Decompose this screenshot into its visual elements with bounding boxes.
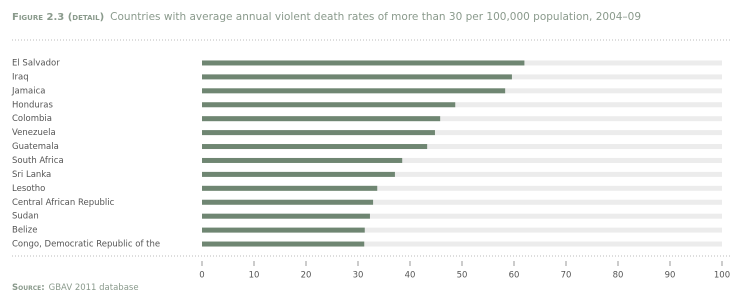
x-tick-label: 30	[353, 271, 364, 281]
y-tick-label: Sudan	[12, 212, 39, 222]
bar	[202, 144, 428, 150]
x-tick-label: 50	[457, 271, 468, 281]
bar	[202, 88, 506, 94]
y-tick-label: Central African Republic	[12, 198, 115, 208]
bar-track	[202, 130, 722, 136]
y-tick-label: Jamaica	[11, 86, 45, 96]
bar-track	[202, 171, 722, 177]
y-tick-label: Sri Lanka	[12, 170, 51, 180]
bar-track	[202, 199, 722, 205]
x-tick-label: 0	[199, 271, 204, 281]
bar	[202, 116, 441, 122]
y-tick-label: South Africa	[12, 156, 64, 166]
bar-track	[202, 185, 722, 191]
bar	[202, 60, 525, 66]
y-tick-label: Iraq	[12, 72, 29, 82]
y-tick-label: Lesotho	[12, 184, 45, 194]
bar	[202, 102, 456, 108]
x-tick-label: 90	[665, 271, 676, 281]
bar-track	[202, 241, 722, 247]
x-tick-label: 100	[714, 271, 730, 281]
x-tick-label: 70	[561, 271, 572, 281]
bar-track	[202, 144, 722, 150]
bar	[202, 185, 378, 191]
bar	[202, 241, 365, 247]
y-tick-label: Belize	[12, 226, 37, 236]
source: Source: GBAV 2011 database	[12, 283, 139, 293]
y-tick-label: Congo, Democratic Republic of the	[12, 240, 160, 250]
bar-track	[202, 213, 722, 219]
y-tick-label: El Salvador	[12, 58, 60, 68]
bar-track	[202, 116, 722, 122]
figure-label-text: Figure 2.3 (detail)	[12, 12, 104, 23]
x-tick-label: 40	[405, 271, 416, 281]
y-tick-label: Venezuela	[12, 128, 56, 138]
source-text: GBAV 2011 database	[49, 283, 139, 293]
x-tick-label: 80	[613, 271, 624, 281]
x-tick-label: 60	[509, 271, 520, 281]
bar	[202, 171, 395, 177]
y-tick-label: Colombia	[12, 114, 52, 124]
x-tick-label: 20	[301, 271, 312, 281]
bar	[202, 199, 374, 205]
x-tick-label: 10	[249, 271, 260, 281]
chart-title: Countries with average annual violent de…	[110, 11, 641, 23]
bar	[202, 74, 512, 80]
bar	[202, 227, 365, 233]
bar	[202, 157, 403, 163]
figure-label: Figure 2.3 (detail) Countries with averag…	[12, 11, 641, 23]
bar-track	[202, 102, 722, 108]
y-tick-label: Guatemala	[12, 142, 59, 152]
bar	[202, 130, 435, 136]
bar-track	[202, 227, 722, 233]
source-label: Source:	[12, 283, 45, 293]
y-tick-label: Honduras	[12, 100, 53, 110]
bar-track	[202, 157, 722, 163]
bar	[202, 213, 370, 219]
